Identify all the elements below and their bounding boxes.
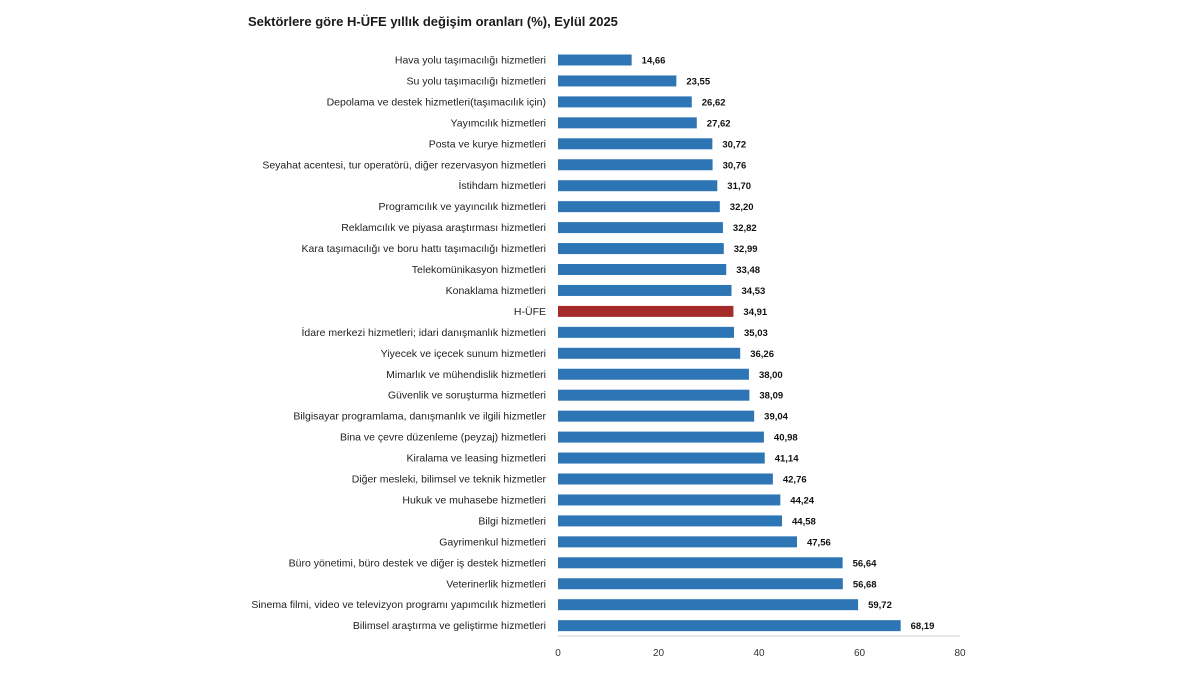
value-label: 47,56 [807,537,831,548]
value-label: 56,68 [853,579,877,590]
value-label: 40,98 [774,433,798,444]
category-label: Programcılık ve yayıncılık hizmetleri [379,201,546,213]
category-label: Hava yolu taşımacılığı hizmetleri [395,55,546,67]
value-label: 26,62 [702,97,726,108]
value-label: 32,20 [730,202,754,213]
value-label: 38,09 [759,391,783,402]
chart-title: Sektörlere göre H-ÜFE yıllık değişim ora… [248,14,618,29]
bar [558,243,724,255]
category-label: İdare merkezi hizmetleri; idari danışman… [302,326,547,339]
category-label: Diğer mesleki, bilimsel ve teknik hizmet… [352,474,547,486]
category-label: Depolama ve destek hizmetleri(taşımacılı… [327,96,546,108]
bar [558,180,718,192]
value-label: 31,70 [727,181,751,192]
category-label: Su yolu taşımacılığı hizmetleri [407,75,546,87]
category-label: Telekomünikasyon hizmetleri [412,264,546,276]
bar [558,326,735,338]
bar [558,452,765,464]
category-label: Bilimsel araştırma ve geliştirme hizmetl… [353,620,546,632]
bar [558,536,797,548]
bar [558,284,732,296]
category-label: Bina ve çevre düzenleme (peyzaj) hizmetl… [340,432,546,444]
bar [558,368,749,380]
x-tick-label: 80 [954,648,966,659]
value-label: 27,62 [707,118,731,129]
bar [558,557,843,569]
value-label: 35,03 [744,328,768,339]
bar [558,75,677,87]
bar [558,494,781,506]
value-label: 23,55 [686,76,710,87]
category-label: Yiyecek ve içecek sunum hizmetleri [381,348,546,360]
bar [558,201,720,213]
bar [558,96,692,108]
category-label: Hukuk ve muhasebe hizmetleri [402,494,546,506]
value-label: 68,19 [911,621,935,632]
category-label: Seyahat acentesi, tur operatörü, diğer r… [262,159,546,171]
x-tick-label: 0 [555,648,561,659]
bar [558,264,727,275]
value-label: 41,14 [775,454,799,465]
value-label: 30,76 [723,160,747,171]
category-label: Kiralama ve leasing hizmetleri [407,453,546,465]
category-label: Konaklama hizmetleri [446,285,546,297]
category-label: H-ÜFE [514,306,546,318]
category-label: Yayımcılık hizmetleri [451,117,547,129]
value-label: 39,04 [764,412,788,423]
bar [558,54,632,66]
value-label: 32,82 [733,223,757,234]
category-label: Gayrimenkul hizmetleri [439,536,546,548]
bar [558,620,901,632]
category-label: Güvenlik ve soruşturma hizmetleri [388,390,546,402]
bar [558,515,783,527]
value-label: 34,91 [743,307,767,318]
x-tick-label: 40 [753,648,765,659]
value-label: 14,66 [642,56,666,67]
value-label: 33,48 [736,265,760,276]
bar [558,117,697,129]
category-label: Reklamcılık ve piyasa araştırması hizmet… [341,222,546,234]
category-label: Bilgi hizmetleri [478,515,546,527]
value-label: 30,72 [722,139,746,150]
bar [558,389,750,401]
bar [558,138,713,150]
bar [558,347,741,359]
bar [558,578,843,590]
bar [558,473,773,485]
category-label: Posta ve kurye hizmetleri [429,138,546,150]
value-label: 44,24 [790,495,814,506]
category-label: İstihdam hizmetleri [458,179,546,192]
bar [558,222,723,234]
bar [558,599,859,611]
x-tick-label: 20 [653,648,665,659]
value-label: 59,72 [868,600,892,611]
value-label: 36,26 [750,349,774,360]
value-label: 34,53 [742,286,766,297]
category-label: Veterinerlik hizmetleri [446,578,546,590]
category-label: Kara taşımacılığı ve boru hattı taşımacı… [301,243,546,255]
bar [558,159,713,171]
x-tick-label: 60 [854,648,866,659]
value-label: 56,64 [853,558,877,569]
value-label: 44,58 [792,516,816,527]
category-label: Büro yönetimi, büro destek ve diğer iş d… [289,557,546,569]
category-label: Bilgisayar programlama, danışmanlık ve i… [293,411,546,423]
bar [558,431,764,443]
value-label: 32,99 [734,244,758,255]
category-label: Mimarlık ve mühendislik hizmetleri [386,369,546,381]
value-label: 42,76 [783,475,807,486]
value-label: 38,00 [759,370,783,381]
category-label: Sinema filmi, video ve televizyon progra… [251,599,546,611]
bar [558,410,755,422]
bar [558,305,734,317]
